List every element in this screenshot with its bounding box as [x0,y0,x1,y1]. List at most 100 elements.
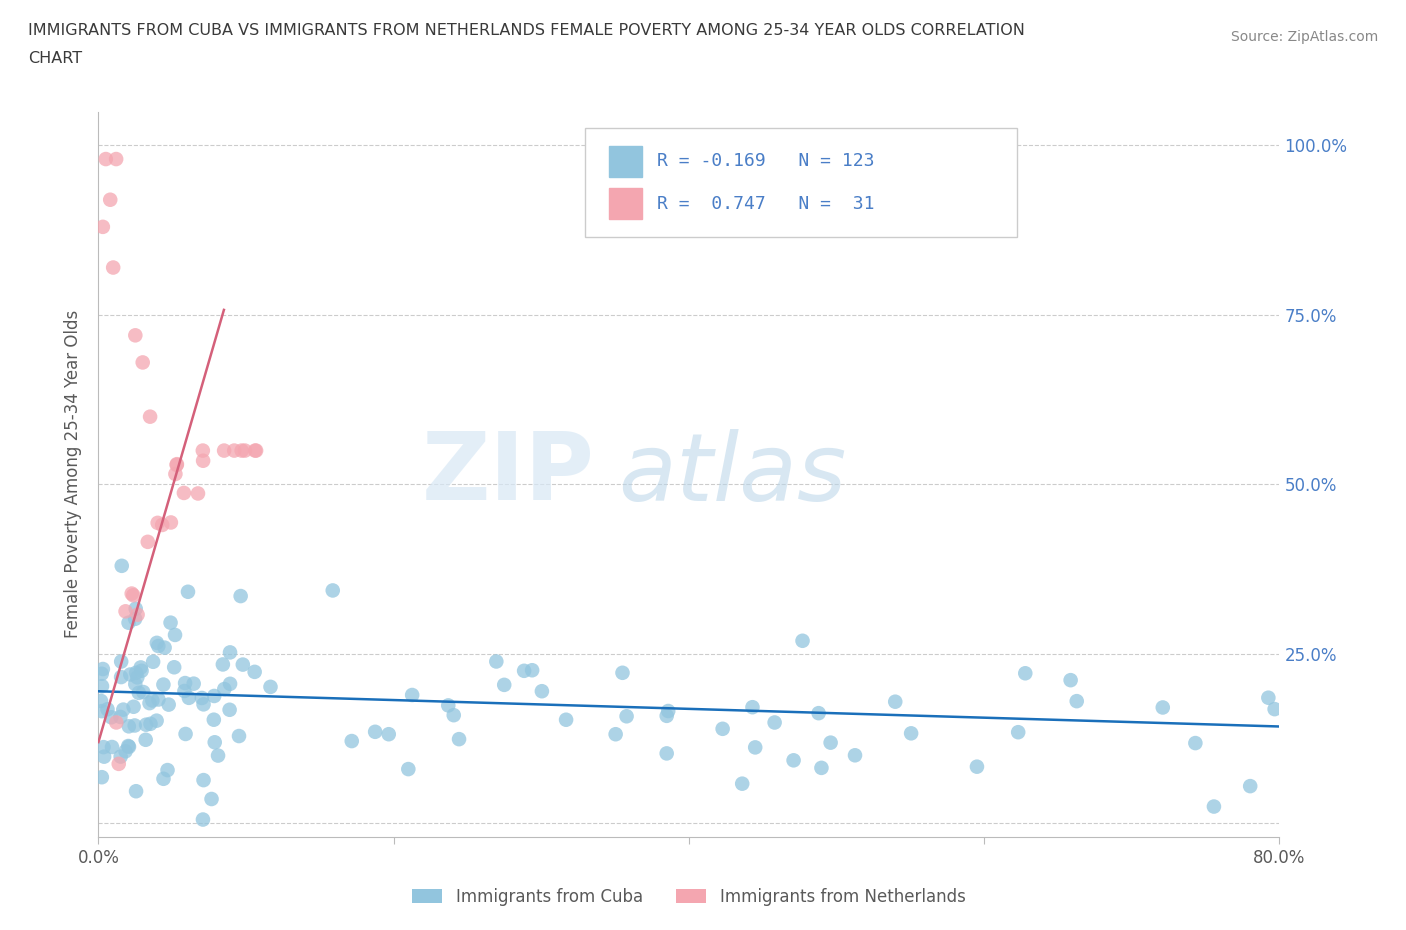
Y-axis label: Female Poverty Among 25-34 Year Olds: Female Poverty Among 25-34 Year Olds [65,311,83,638]
Point [193,697,215,711]
Point [191,453,214,468]
Point [124,328,146,343]
Point [122,699,145,714]
Point [193,773,215,788]
Point [132,355,155,370]
Point [231,443,253,458]
Point [243,443,266,458]
Point [135,732,157,747]
Point [1184,736,1206,751]
Point [555,712,578,727]
Point [173,485,195,500]
Point [148,639,170,654]
Point [243,664,266,679]
Point [117,616,139,631]
Point [219,676,242,691]
Point [1066,694,1088,709]
Point [112,702,135,717]
Point [125,665,148,680]
Point [125,784,148,799]
Point [128,685,150,700]
Point [173,684,195,698]
Point [90,770,112,785]
Point [655,746,678,761]
Point [1059,672,1081,687]
Text: R = -0.169   N = 123: R = -0.169 N = 123 [657,152,875,170]
Point [1007,724,1029,739]
Point [214,682,236,697]
Point [103,260,125,275]
Point [96,702,118,717]
Point [485,654,508,669]
Point [616,709,638,724]
Text: atlas: atlas [619,429,846,520]
Point [132,684,155,699]
Point [232,658,254,672]
Point [530,684,553,698]
Point [224,443,246,458]
Point [131,663,153,678]
Point [744,740,766,755]
Point [91,679,114,694]
Point [91,661,114,676]
Point [322,583,344,598]
Point [191,443,214,458]
Point [810,761,832,776]
Point [156,763,179,777]
Point [219,645,242,660]
Point [1264,701,1286,716]
Bar [609,146,641,177]
Point [165,467,187,482]
Point [110,670,132,684]
Point [396,762,419,777]
Point [820,736,842,751]
Point [202,712,225,727]
Point [90,694,112,709]
Point [340,734,363,749]
Point [212,443,235,458]
Point [245,443,267,458]
Point [377,726,399,741]
Point [135,717,157,732]
Point [183,676,205,691]
Point [605,726,627,741]
Point [120,667,142,682]
Point [741,699,763,714]
Text: R =  0.747   N =  31: R = 0.747 N = 31 [657,195,875,214]
Point [141,693,163,708]
Point [174,726,197,741]
Point [122,588,145,603]
Point [1152,700,1174,715]
Point [259,680,281,695]
Text: Source: ZipAtlas.com: Source: ZipAtlas.com [1230,30,1378,44]
Point [191,691,214,706]
Point [731,777,754,791]
FancyBboxPatch shape [585,127,1018,237]
Point [101,739,124,754]
Point [114,604,136,618]
Point [218,702,240,717]
Bar [609,189,641,219]
Point [884,695,907,710]
Point [98,193,121,207]
Point [124,677,146,692]
Point [157,698,180,712]
Point [90,704,112,719]
Point [118,739,141,754]
Point [152,771,174,786]
Point [105,152,128,166]
Legend: Immigrants from Cuba, Immigrants from Netherlands: Immigrants from Cuba, Immigrants from Ne… [406,881,972,912]
Point [177,584,200,599]
Point [228,728,250,743]
Point [136,535,159,550]
Point [200,791,222,806]
Point [139,409,162,424]
Point [494,677,516,692]
Point [125,602,148,617]
Point [110,710,132,724]
Point [127,607,149,622]
Point [1014,666,1036,681]
Point [93,739,115,754]
Point [114,744,136,759]
Point [844,748,866,763]
